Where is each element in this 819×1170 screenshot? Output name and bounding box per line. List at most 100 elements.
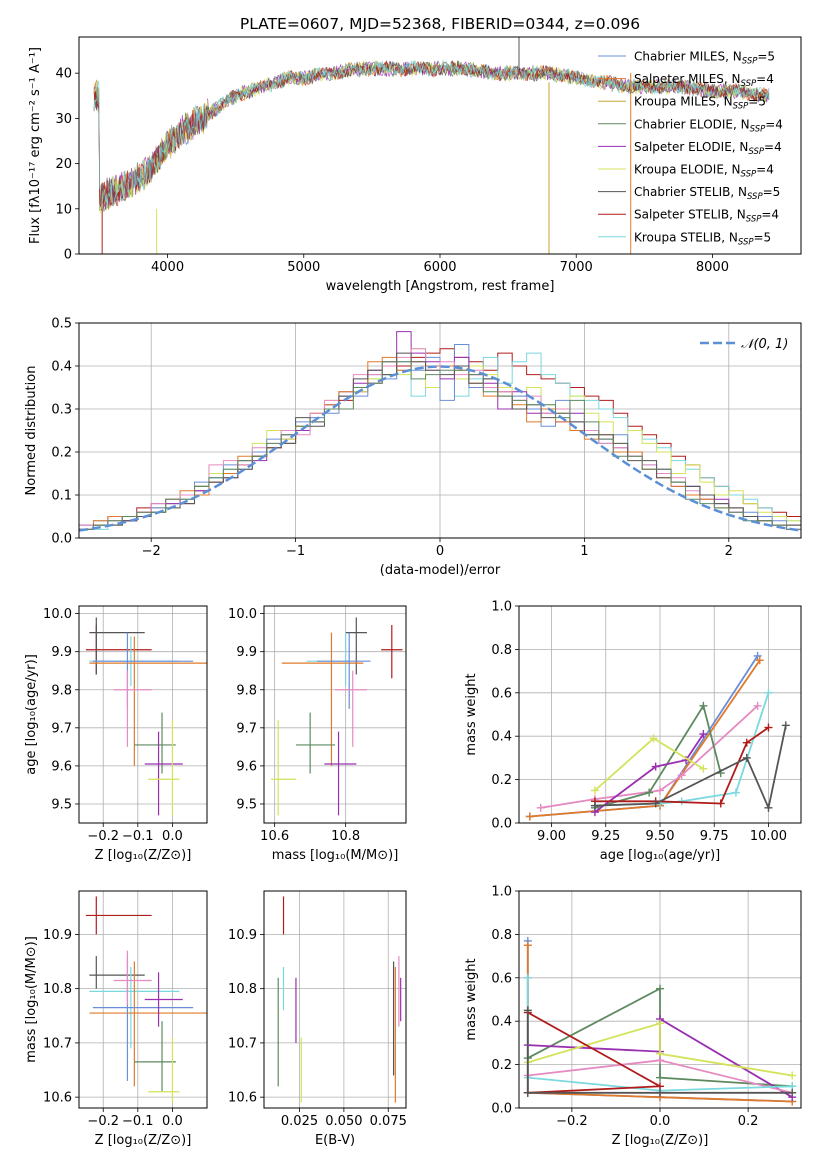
error-bar-point <box>295 712 335 774</box>
legend-label-tail: =5 <box>757 50 775 64</box>
residual_hist-frame <box>78 322 802 539</box>
legend-label: Salpeter STELIB, NSSP=4 <box>634 208 779 225</box>
error-bar-point <box>89 617 145 675</box>
y-tick-label: 0.6 <box>491 971 512 986</box>
error-bar-point <box>113 950 152 1005</box>
x-tick-label: 6000 <box>423 260 456 275</box>
y-tick-label: 1.0 <box>491 600 512 615</box>
weight-marker <box>677 771 686 780</box>
legend-label-tail: =4 <box>756 72 774 86</box>
x-tick-label: 9.00 <box>537 829 566 844</box>
legend-label-main: Chabrier STELIB, N <box>634 185 747 199</box>
legend-label-tail: =4 <box>764 140 782 154</box>
error-bar-point <box>134 712 176 774</box>
weight-marker <box>525 812 534 821</box>
legend-label: Chabrier ELODIE, NSSP=4 <box>634 117 783 134</box>
weight-marker <box>742 738 751 747</box>
legend-label-main: Kroupa ELODIE, N <box>634 163 741 177</box>
y-tick-label: 0.1 <box>51 489 72 504</box>
legend-label-main: Chabrier MILES, N <box>634 50 742 64</box>
histogram-legend: 𝒩(0, 1) <box>700 337 788 352</box>
mass_vs_Z-plot <box>85 896 207 1103</box>
y-tick-label: 0.8 <box>491 643 512 658</box>
x-tick-label: 9.50 <box>646 829 675 844</box>
mass_vs_EBV-frame <box>263 890 407 1109</box>
mass_vs_EBV-axes: 0.025 0.050 0.075 10.6 10.7 10.8 10.9 E(B-V) <box>228 891 407 1148</box>
weight-marker <box>781 721 790 730</box>
error-bar-point <box>89 636 207 766</box>
y-tick-label: 9.6 <box>236 759 257 774</box>
y-axis-label: mass [log₁₀(M/M⊙)] <box>24 936 39 1063</box>
x-tick-label: 4000 <box>151 260 184 275</box>
weight-marker <box>523 1006 532 1015</box>
x-tick-label: −0.2 <box>87 829 119 844</box>
y-tick-label: 10.7 <box>228 1036 257 1051</box>
spectrum-axes: 4000 5000 6000 7000 8000 0 10 20 30 40 wavelength … <box>28 47 729 294</box>
weight-series-line <box>526 1010 793 1094</box>
weight-marker <box>764 803 773 812</box>
x-tick-label: −0.1 <box>122 829 154 844</box>
legend-label: 𝒩(0, 1) <box>741 337 788 352</box>
y-axis-label: Flux [fλ10⁻¹⁷ erg cm⁻² s⁻¹ A⁻¹] <box>28 47 43 244</box>
y-tick-label: 1.0 <box>491 885 512 900</box>
y-axis-label: mass weight <box>464 958 479 1040</box>
weight-marker <box>656 1056 664 1065</box>
x-axis-label: Z [log₁₀(Z/Z⊙)] <box>95 1133 192 1148</box>
weight-marker <box>742 753 751 762</box>
error-bar-point <box>144 731 183 816</box>
error-bar-point <box>134 1021 176 1092</box>
y-tick-label: 9.7 <box>51 721 72 736</box>
legend-label-tail: =5 <box>763 185 781 199</box>
spectrum-line <box>93 59 770 209</box>
weight-series-line <box>527 1022 793 1077</box>
y-tick-label: 10.9 <box>228 928 257 943</box>
x-tick-label: 10.00 <box>750 829 787 844</box>
legend-label: Chabrier STELIB, NSSP=5 <box>634 185 780 202</box>
weight-marker <box>755 656 764 665</box>
y-tick-label: 40 <box>55 67 72 82</box>
x-tick-label: 9.75 <box>700 829 729 844</box>
legend-label-sub: SSP <box>747 192 763 202</box>
age_vs_Z-plot <box>85 617 207 816</box>
x-tick-label: 1 <box>580 544 588 559</box>
y-tick-label: 0.2 <box>491 773 512 788</box>
x-axis-label: mass [log₁₀(M/M⊙)] <box>272 848 399 863</box>
legend-label-main: Kroupa MILES, N <box>634 95 733 109</box>
legend-label: Chabrier MILES, NSSP=5 <box>634 50 775 67</box>
mass_vs_EBV-plot <box>277 896 402 1103</box>
age_vs_Z-frame <box>78 605 208 824</box>
x-tick-label: −0.2 <box>556 1114 588 1129</box>
x-axis-label: E(B-V) <box>315 1133 355 1148</box>
y-tick-label: 0.6 <box>491 686 512 701</box>
histogram-step <box>79 361 801 538</box>
legend-label-sub: SSP <box>733 102 749 112</box>
legend-label-tail: =5 <box>748 95 766 109</box>
weight-marker <box>753 701 762 710</box>
y-tick-label: 9.9 <box>51 645 72 660</box>
error-bar-point <box>281 632 364 766</box>
y-tick-label: 0.0 <box>491 1102 512 1117</box>
legend-label-sub: SSP <box>746 215 762 225</box>
spectrum-plot <box>93 37 770 254</box>
weight-marker <box>716 799 725 808</box>
y-axis-label: age [log₁₀(age/yr)] <box>24 654 39 775</box>
x-tick-label: 0.025 <box>281 1114 318 1129</box>
y-tick-label: 10.6 <box>43 1091 72 1106</box>
legend-label-tail: =4 <box>756 163 774 177</box>
error-bar-point <box>92 632 194 709</box>
x-tick-label: −1 <box>286 544 305 559</box>
x-tick-label: 0.075 <box>370 1114 407 1129</box>
legend-label-sub: SSP <box>742 57 758 67</box>
legend-label: Salpeter MILES, NSSP=4 <box>634 72 774 89</box>
y-tick-label: 9.7 <box>236 721 257 736</box>
x-tick-label: −0.1 <box>122 1114 154 1129</box>
age_vs_mass-frame <box>263 605 407 824</box>
y-tick-label: 20 <box>55 157 72 172</box>
y-tick-label: 10.0 <box>43 607 72 622</box>
error-bar-point <box>335 670 367 747</box>
y-tick-label: 0.8 <box>491 928 512 943</box>
weight-marker <box>523 973 532 982</box>
x-tick-label: 2 <box>725 544 733 559</box>
weight_vs_Z-plot <box>523 936 797 1106</box>
